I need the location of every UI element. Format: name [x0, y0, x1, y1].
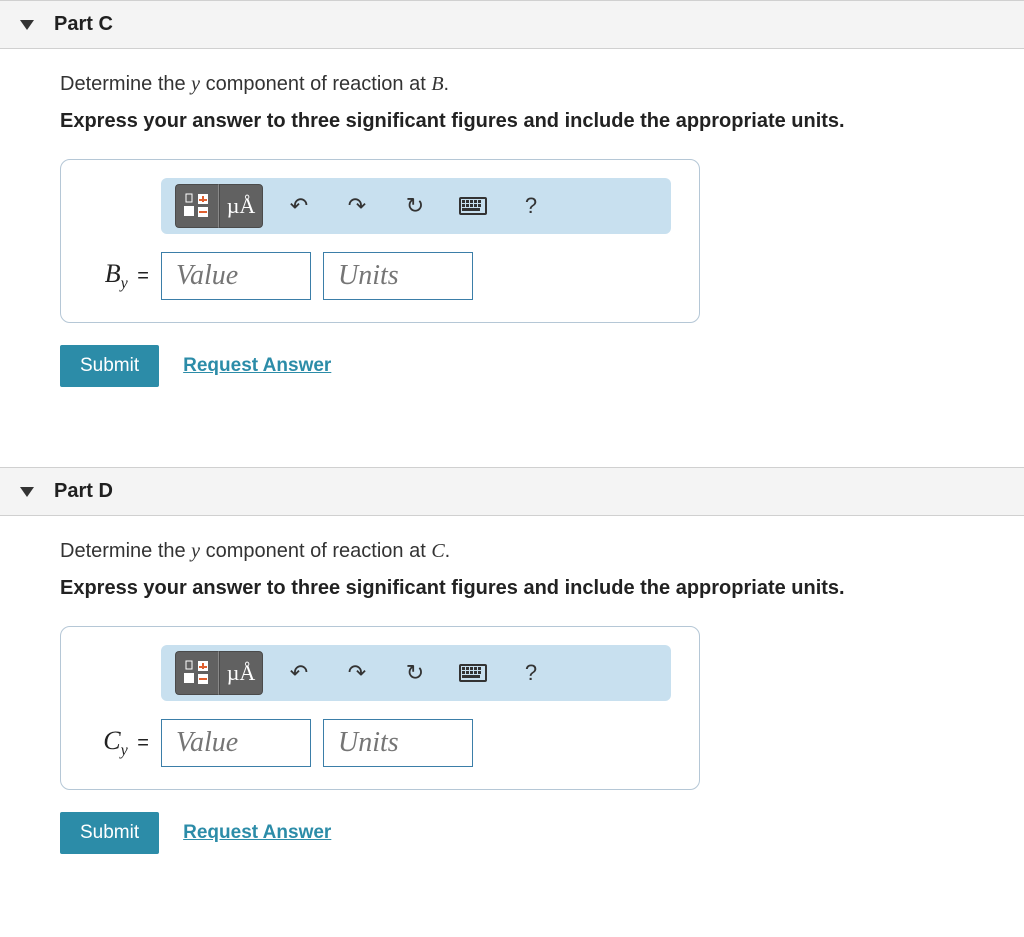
keyboard-icon[interactable]: [451, 184, 495, 228]
part-header[interactable]: Part C: [0, 0, 1024, 49]
part-body: Determine the y component of reaction at…: [0, 49, 1024, 417]
request-answer-link[interactable]: Request Answer: [183, 355, 331, 377]
redo-icon[interactable]: ↷: [335, 184, 379, 228]
answer-instruction: Express your answer to three significant…: [60, 577, 964, 600]
answer-toolbar: µÅ ↶ ↷ ↻ ?: [161, 178, 671, 234]
special-chars-icon[interactable]: µÅ: [219, 184, 263, 228]
units-input[interactable]: [323, 719, 473, 767]
part-title: Part C: [54, 13, 113, 36]
part-title: Part D: [54, 480, 113, 503]
variable-label: Cy =: [83, 726, 149, 760]
answer-box: µÅ ↶ ↷ ↻ ? Cy =: [60, 626, 700, 790]
units-input[interactable]: [323, 252, 473, 300]
value-input[interactable]: [161, 719, 311, 767]
keyboard-icon[interactable]: [451, 651, 495, 695]
collapse-caret-icon: [20, 487, 34, 497]
answer-input-row: By =: [83, 252, 677, 300]
submit-row: Submit Request Answer: [60, 345, 964, 387]
special-chars-icon[interactable]: µÅ: [219, 651, 263, 695]
reset-icon[interactable]: ↻: [393, 184, 437, 228]
value-input[interactable]: [161, 252, 311, 300]
answer-input-row: Cy =: [83, 719, 677, 767]
part-header[interactable]: Part D: [0, 467, 1024, 516]
question-prompt: Determine the y component of reaction at…: [60, 540, 964, 563]
answer-box: µÅ ↶ ↷ ↻ ? By =: [60, 159, 700, 323]
redo-icon[interactable]: ↷: [335, 651, 379, 695]
request-answer-link[interactable]: Request Answer: [183, 822, 331, 844]
question-prompt: Determine the y component of reaction at…: [60, 73, 964, 96]
undo-icon[interactable]: ↶: [277, 651, 321, 695]
help-icon[interactable]: ?: [509, 651, 553, 695]
answer-instruction: Express your answer to three significant…: [60, 110, 964, 133]
help-icon[interactable]: ?: [509, 184, 553, 228]
collapse-caret-icon: [20, 20, 34, 30]
undo-icon[interactable]: ↶: [277, 184, 321, 228]
submit-button[interactable]: Submit: [60, 345, 159, 387]
variable-label: By =: [83, 259, 149, 293]
templates-icon[interactable]: [175, 651, 219, 695]
submit-row: Submit Request Answer: [60, 812, 964, 854]
answer-toolbar: µÅ ↶ ↷ ↻ ?: [161, 645, 671, 701]
reset-icon[interactable]: ↻: [393, 651, 437, 695]
templates-icon[interactable]: [175, 184, 219, 228]
part-body: Determine the y component of reaction at…: [0, 516, 1024, 884]
submit-button[interactable]: Submit: [60, 812, 159, 854]
